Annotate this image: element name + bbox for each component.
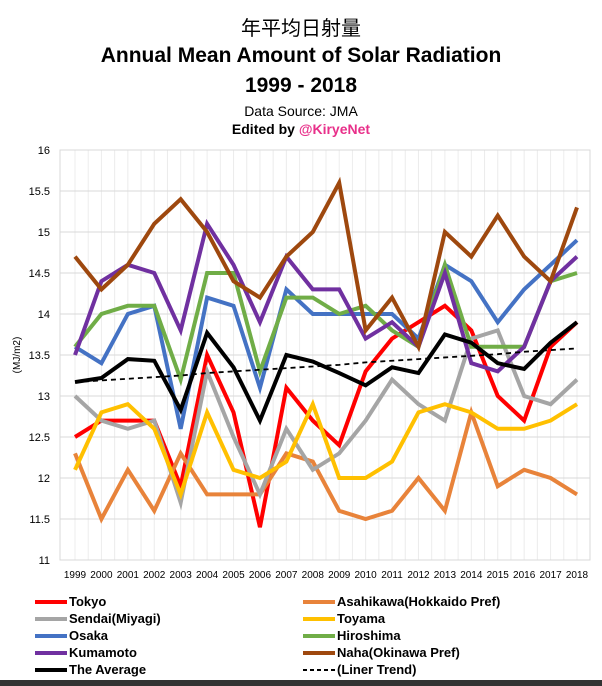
legend-item: (Liner Trend) bbox=[303, 661, 416, 678]
edited-handle: @KiryeNet bbox=[298, 121, 371, 137]
chart-title: Annual Mean Amount of Solar Radiation bbox=[100, 44, 502, 67]
series-line-sendai-miyagi- bbox=[73, 327, 579, 511]
y-tick-label: 15 bbox=[38, 227, 50, 239]
legend-swatch bbox=[35, 616, 67, 621]
legend-swatch bbox=[303, 668, 335, 671]
x-tick-label: 1999 bbox=[64, 570, 87, 581]
legend-item: Naha(Okinawa Pref) bbox=[303, 644, 460, 661]
legend-label: Osaka bbox=[69, 628, 109, 643]
x-tick-label: 2001 bbox=[117, 570, 140, 581]
legend-label: The Average bbox=[69, 662, 147, 677]
legend-label: Tokyo bbox=[69, 594, 107, 609]
y-tick-label: 14.5 bbox=[29, 268, 50, 280]
x-tick-label: 2003 bbox=[170, 570, 193, 581]
legend-label: Sendai(Miyagi) bbox=[69, 611, 161, 626]
x-tick-label: 2017 bbox=[539, 570, 562, 581]
x-tick-label: 2009 bbox=[328, 570, 351, 581]
legend-swatch bbox=[35, 599, 67, 604]
series-line-osaka bbox=[73, 238, 579, 430]
legend-label: Kumamoto bbox=[69, 645, 137, 660]
edited-prefix: Edited by bbox=[231, 121, 299, 137]
series-line-hiroshima bbox=[73, 258, 578, 387]
legend-label: Naha(Okinawa Pref) bbox=[337, 645, 460, 660]
series-line-naha-okinawa-pref- bbox=[73, 176, 579, 353]
legend-swatch bbox=[35, 667, 67, 672]
legend-item: Kumamoto bbox=[35, 644, 137, 661]
y-tick-label: 13.5 bbox=[29, 350, 50, 362]
series-line-asahikawa-hokkaido-pref- bbox=[73, 405, 579, 524]
y-tick-label: 13 bbox=[38, 391, 50, 403]
y-axis-label: (MJ/m2) bbox=[12, 337, 23, 374]
data-source: Data Source: JMA bbox=[244, 103, 358, 119]
x-tick-label: 2008 bbox=[302, 570, 325, 581]
series-line-the-average bbox=[74, 320, 579, 426]
legend-item: Osaka bbox=[35, 627, 108, 644]
legend-swatch bbox=[35, 633, 67, 638]
y-tick-label: 12.5 bbox=[29, 432, 50, 444]
y-tick-label: 11 bbox=[39, 555, 50, 567]
x-tick-label: 2018 bbox=[566, 570, 589, 581]
legend-swatch bbox=[303, 616, 335, 621]
legend-label: Hiroshima bbox=[337, 628, 401, 643]
x-tick-label: 2005 bbox=[222, 570, 245, 581]
legend-label: (Liner Trend) bbox=[337, 662, 417, 677]
legend-item: Tokyo bbox=[35, 593, 106, 610]
x-tick-label: 2007 bbox=[275, 570, 298, 581]
x-tick-label: 2012 bbox=[407, 570, 430, 581]
x-tick-label: 2014 bbox=[460, 570, 483, 581]
legend-item: Asahikawa(Hokkaido Pref) bbox=[303, 593, 500, 610]
y-tick-label: 11.5 bbox=[29, 514, 50, 526]
x-tick-label: 2010 bbox=[355, 570, 378, 581]
series-line-toyama bbox=[73, 398, 579, 501]
legend-item: The Average bbox=[35, 661, 146, 678]
x-tick-label: 2011 bbox=[381, 570, 403, 581]
edited-by: Edited by @KiryeNet bbox=[0, 121, 602, 137]
x-tick-label: 2000 bbox=[90, 570, 113, 581]
legend-item: Hiroshima bbox=[303, 627, 401, 644]
series-line--liner-trend- bbox=[74, 347, 578, 383]
y-tick-label: 15.5 bbox=[29, 186, 50, 198]
y-tick-label: 16 bbox=[38, 145, 50, 157]
legend-swatch bbox=[303, 650, 335, 655]
legend-label: Asahikawa(Hokkaido Pref) bbox=[337, 594, 501, 609]
legend-label: Toyama bbox=[337, 611, 386, 626]
chart-subtitle: 1999 - 2018 bbox=[244, 74, 358, 97]
window-bottom-bar bbox=[0, 680, 602, 686]
legend-swatch bbox=[303, 633, 335, 638]
y-tick-label: 12 bbox=[38, 473, 50, 485]
chart-title-japanese: 年平均日射量 bbox=[241, 16, 361, 40]
legend-item: Toyama bbox=[303, 610, 385, 627]
x-tick-label: 2015 bbox=[487, 570, 510, 581]
legend-item: Sendai(Miyagi) bbox=[35, 610, 161, 627]
y-tick-label: 14 bbox=[38, 309, 50, 321]
x-tick-label: 2004 bbox=[196, 570, 219, 581]
x-tick-label: 2002 bbox=[143, 570, 166, 581]
x-tick-label: 2013 bbox=[434, 570, 457, 581]
x-tick-label: 2016 bbox=[513, 570, 536, 581]
x-tick-label: 2006 bbox=[249, 570, 272, 581]
series-line-kumamoto bbox=[73, 218, 579, 374]
legend-swatch bbox=[303, 599, 335, 604]
legend-swatch bbox=[35, 650, 67, 655]
